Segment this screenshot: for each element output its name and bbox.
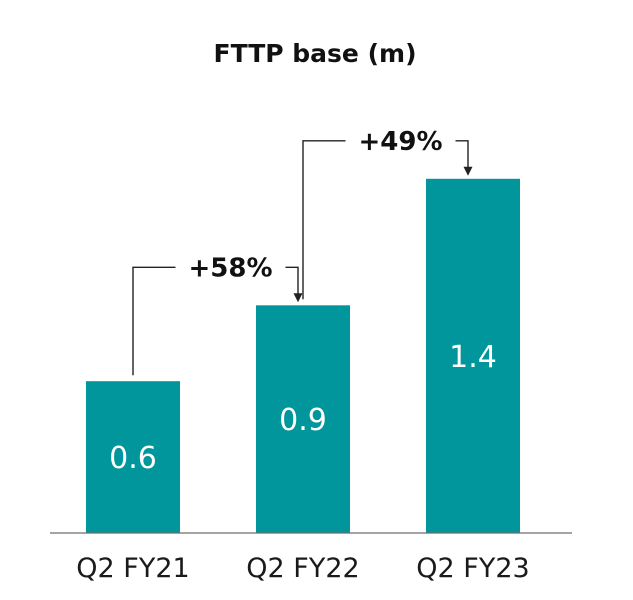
bar-q2-fy23 [426, 178, 520, 534]
connector-line-right [455, 140, 469, 168]
connector-line-right [285, 266, 299, 295]
x-tick-label: Q2 FY21 [76, 553, 189, 584]
bars-group: 0.6 0.9 1.4 [86, 178, 520, 534]
arrowhead-icon [463, 166, 473, 176]
growth-annotation: +58% [132, 253, 303, 376]
chart-title: FTTP base (m) [214, 39, 417, 68]
x-tick-labels: Q2 FY21 Q2 FY22 Q2 FY23 [76, 553, 529, 584]
growth-percent-label: +49% [358, 127, 442, 157]
bar-value-label: 1.4 [449, 340, 497, 375]
x-tick-label: Q2 FY23 [416, 553, 529, 584]
bar-q2-fy21 [86, 381, 180, 533]
connector-line-left [132, 266, 176, 376]
growth-percent-label: +58% [188, 253, 272, 283]
arrowhead-icon [293, 293, 303, 303]
bar-q2-fy22 [256, 305, 350, 533]
bar-value-label: 0.6 [109, 441, 157, 476]
growth-annotation: +49% [302, 127, 473, 300]
connector-line-left [302, 140, 346, 300]
bar-value-label: 0.9 [279, 403, 327, 438]
x-tick-label: Q2 FY22 [246, 553, 359, 584]
growth-annotations: +58% +49% [132, 127, 473, 376]
